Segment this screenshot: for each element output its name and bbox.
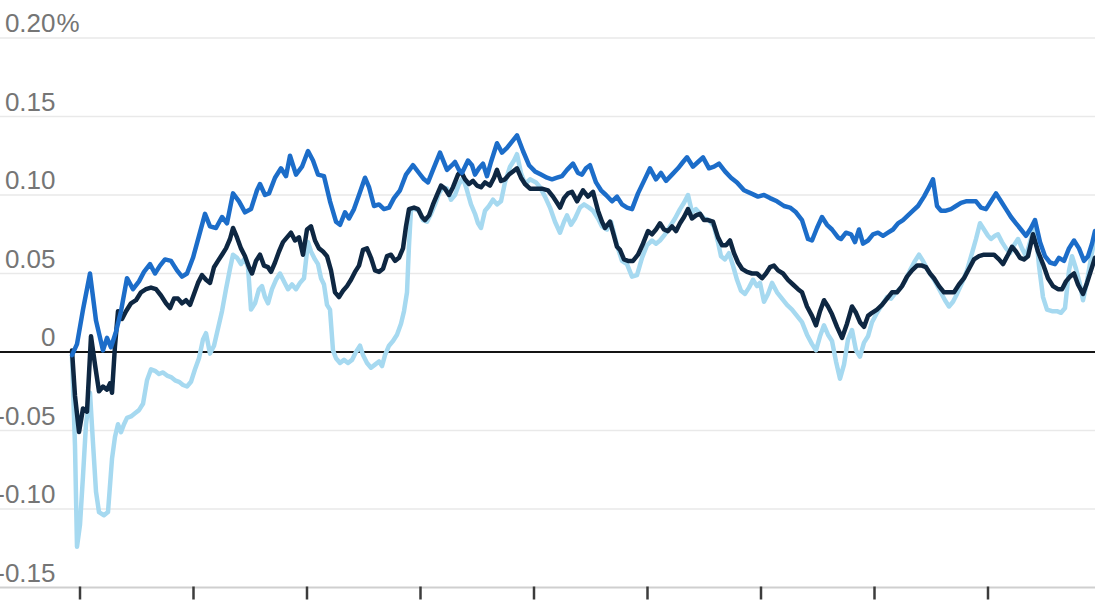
y-axis-unit-label: % [57, 8, 80, 38]
y-axis-label: -0.05 [0, 401, 56, 431]
line-chart: 0.20% 0.15 0.10 0.05 0 -0.05 -0.10 -0.15 [0, 0, 1095, 600]
chart-canvas: 0.20% 0.15 0.10 0.05 0 -0.05 -0.10 -0.15 [0, 0, 1095, 600]
y-axis-label: 0.20 [5, 8, 56, 38]
y-axis-label: 0 [41, 322, 55, 352]
y-axis-label: 0.15 [5, 87, 56, 117]
light-blue-series [72, 154, 1095, 547]
y-axis-label: 0.10 [5, 165, 56, 195]
y-axis-label: 0.05 [5, 244, 56, 274]
y-axis-label: -0.15 [0, 558, 56, 588]
y-axis-label: -0.10 [0, 479, 56, 509]
